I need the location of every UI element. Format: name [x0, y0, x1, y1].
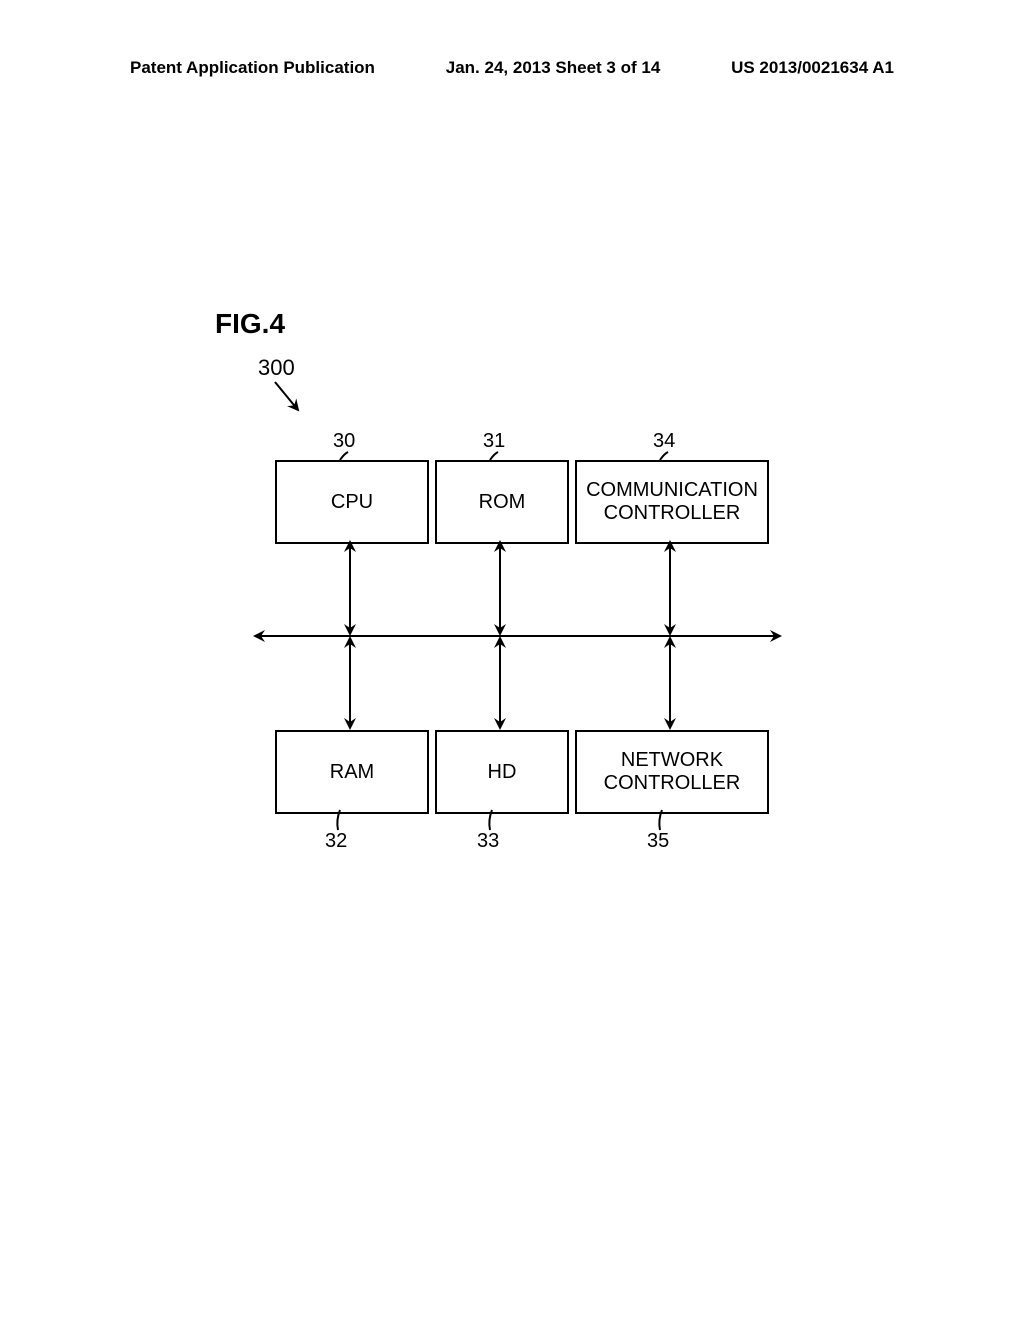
diagram-svg [0, 0, 1024, 1320]
page: Patent Application Publication Jan. 24, … [0, 0, 1024, 1320]
